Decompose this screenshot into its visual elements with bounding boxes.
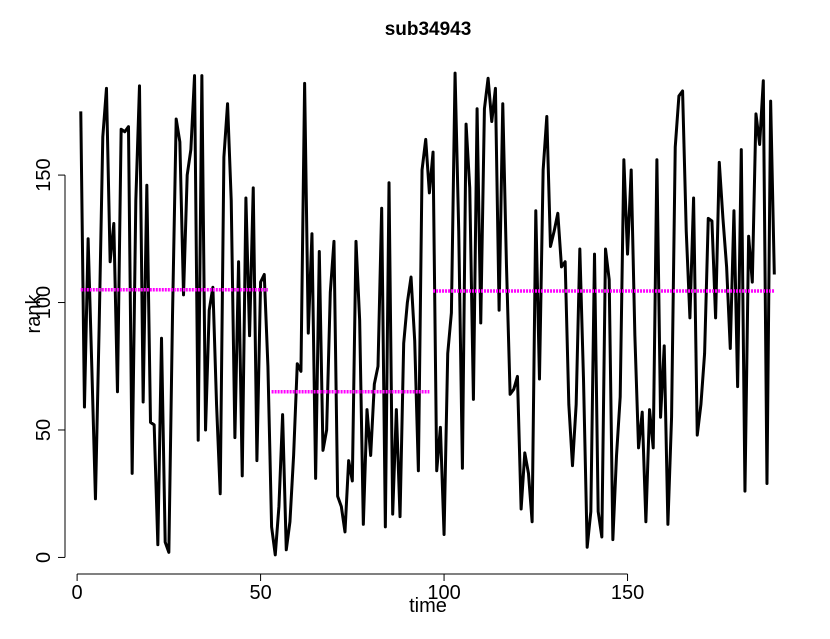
x-tick-label: 0: [72, 582, 83, 604]
x-tick-label: 100: [427, 582, 460, 604]
chart-title: sub34943: [385, 19, 472, 40]
y-tick-label: 150: [33, 158, 55, 191]
y-axis-label: rank: [23, 294, 45, 334]
y-tick-label: 50: [33, 419, 55, 441]
x-axis-label: time: [409, 595, 447, 617]
x-tick-label: 150: [611, 582, 644, 604]
series-line: [79, 71, 776, 557]
y-tick-label: 100: [33, 286, 55, 319]
x-tick-label: 50: [249, 582, 271, 604]
y-tick-label: 0: [33, 552, 55, 563]
